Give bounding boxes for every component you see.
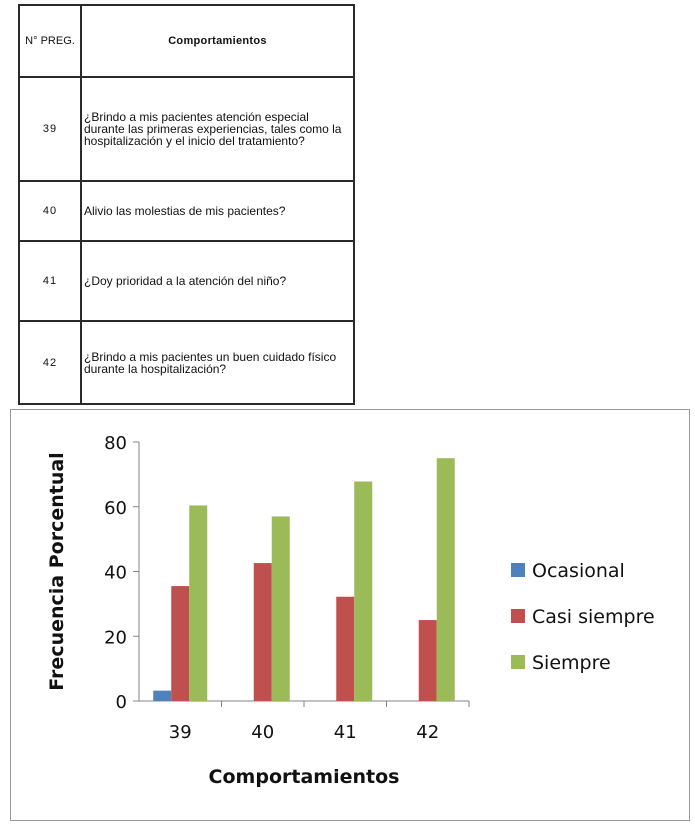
legend-label: Siempre	[532, 652, 611, 674]
legend: Ocasional Casi siempre Siempre	[511, 560, 655, 674]
question-number: 42	[18, 320, 82, 405]
plot-area: 0 20 40 60 80 39 40 41 42	[104, 433, 470, 743]
chart-area: 0 20 40 60 80 39 40 41 42 Frecuencia Porcentual …	[10, 409, 690, 821]
x-tick-label: 40	[251, 722, 274, 743]
bar-casi-siempre	[336, 596, 355, 701]
header-question-number: N° PREG.	[18, 4, 82, 78]
table-row: 40 Alivio las molestias de mis pacientes…	[18, 180, 355, 242]
x-tick-label: 39	[169, 722, 192, 743]
legend-label: Ocasional	[532, 560, 625, 582]
y-tick-label: 0	[116, 692, 127, 713]
legend-swatch	[511, 609, 525, 623]
x-tick-label: 41	[334, 722, 357, 743]
question-text: ¿Brindo a mis pacientes un buen cuidado …	[80, 320, 355, 405]
bar-siempre	[354, 481, 373, 701]
bar-ocasional	[153, 690, 172, 701]
bar-siempre	[271, 516, 290, 701]
y-tick-label: 80	[104, 433, 127, 454]
table-row: 39 ¿Brindo a mis pacientes atención espe…	[18, 76, 355, 182]
questions-table: N° PREG. Comportamientos 39 ¿Brindo a mi…	[18, 4, 355, 405]
y-tick-label: 60	[104, 498, 127, 519]
legend-swatch	[511, 655, 525, 669]
y-tick-label: 40	[104, 563, 127, 584]
question-text: ¿Brindo a mis pacientes atención especia…	[80, 76, 355, 182]
bar-siempre	[436, 458, 455, 701]
table-row: 41 ¿Doy prioridad a la atención del niño…	[18, 240, 355, 322]
y-axis-title: Frecuencia Porcentual	[46, 452, 68, 690]
x-tick-label: 42	[416, 722, 439, 743]
question-text: ¿Doy prioridad a la atención del niño?	[80, 240, 355, 322]
question-number: 40	[18, 180, 82, 242]
question-number: 39	[18, 76, 82, 182]
bar-casi-siempre	[253, 563, 272, 701]
table-header-row: N° PREG. Comportamientos	[18, 4, 355, 78]
question-text: Alivio las molestias de mis pacientes?	[80, 180, 355, 242]
x-axis-title: Comportamientos	[209, 766, 400, 788]
y-tick-label: 20	[104, 627, 127, 648]
header-behaviors: Comportamientos	[80, 4, 355, 78]
bar-casi-siempre	[171, 586, 190, 701]
table-row: 42 ¿Brindo a mis pacientes un buen cuida…	[18, 320, 355, 405]
question-number: 41	[18, 240, 82, 322]
bar-casi-siempre	[418, 620, 437, 701]
legend-label: Casi siempre	[532, 606, 655, 628]
legend-swatch	[511, 563, 525, 577]
bar-siempre	[189, 505, 208, 701]
